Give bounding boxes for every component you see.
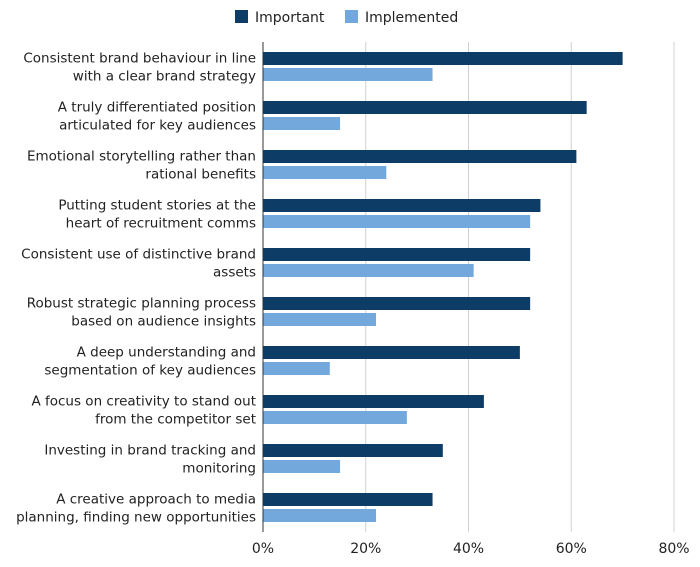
legend-label-implemented: Implemented xyxy=(365,10,458,26)
bar-implemented xyxy=(263,117,341,130)
legend-swatch-implemented xyxy=(345,10,358,23)
bar-implemented xyxy=(263,166,387,179)
bar-important xyxy=(263,199,541,212)
category-label: A truly differentiated position articulat… xyxy=(58,100,256,134)
category-labels: Consistent brand behaviour in line with a… xyxy=(16,51,256,526)
legend-label-important: Important xyxy=(255,10,325,26)
category-label: Robust strategic planning process based o… xyxy=(27,296,256,330)
category-label: Consistent brand behaviour in line with a… xyxy=(23,51,256,85)
bars xyxy=(263,52,623,522)
x-tick-label: 0% xyxy=(252,541,274,557)
x-axis-ticks: 0% 20% 40% 60% 80% xyxy=(252,541,690,557)
bar-important xyxy=(263,444,443,457)
x-tick-label: 40% xyxy=(453,541,484,557)
category-label: A creative approach to media planning, fi… xyxy=(16,492,256,526)
bar-important xyxy=(263,395,484,408)
bar-important xyxy=(263,493,433,506)
legend-swatch-important xyxy=(235,10,248,23)
bar-implemented xyxy=(263,411,407,424)
x-tick-label: 80% xyxy=(658,541,689,557)
bar-implemented xyxy=(263,313,377,326)
bar-implemented xyxy=(263,68,433,81)
x-tick-label: 20% xyxy=(350,541,381,557)
bar-important xyxy=(263,346,520,359)
bar-important xyxy=(263,101,587,114)
category-label: Emotional storytelling rather than ration… xyxy=(27,149,256,183)
x-tick-label: 60% xyxy=(556,541,587,557)
category-label: A deep understanding and segmentation of … xyxy=(44,345,256,379)
category-label: Putting student stories at the heart of r… xyxy=(58,198,256,232)
bar-implemented xyxy=(263,460,341,473)
bar-implemented xyxy=(263,362,330,375)
bar-important xyxy=(263,297,531,310)
bar-implemented xyxy=(263,215,531,228)
bar-implemented xyxy=(263,509,377,522)
category-label: Consistent use of distinctive brand asset… xyxy=(21,247,256,281)
category-label: A focus on creativity to stand out from t… xyxy=(31,394,256,428)
bar-important xyxy=(263,248,531,261)
bar-important xyxy=(263,52,623,65)
bar-implemented xyxy=(263,264,474,277)
category-label: Investing in brand tracking and monitorin… xyxy=(44,443,256,477)
legend: Important Implemented xyxy=(235,10,458,26)
gridlines xyxy=(365,42,675,532)
bar-important xyxy=(263,150,577,163)
